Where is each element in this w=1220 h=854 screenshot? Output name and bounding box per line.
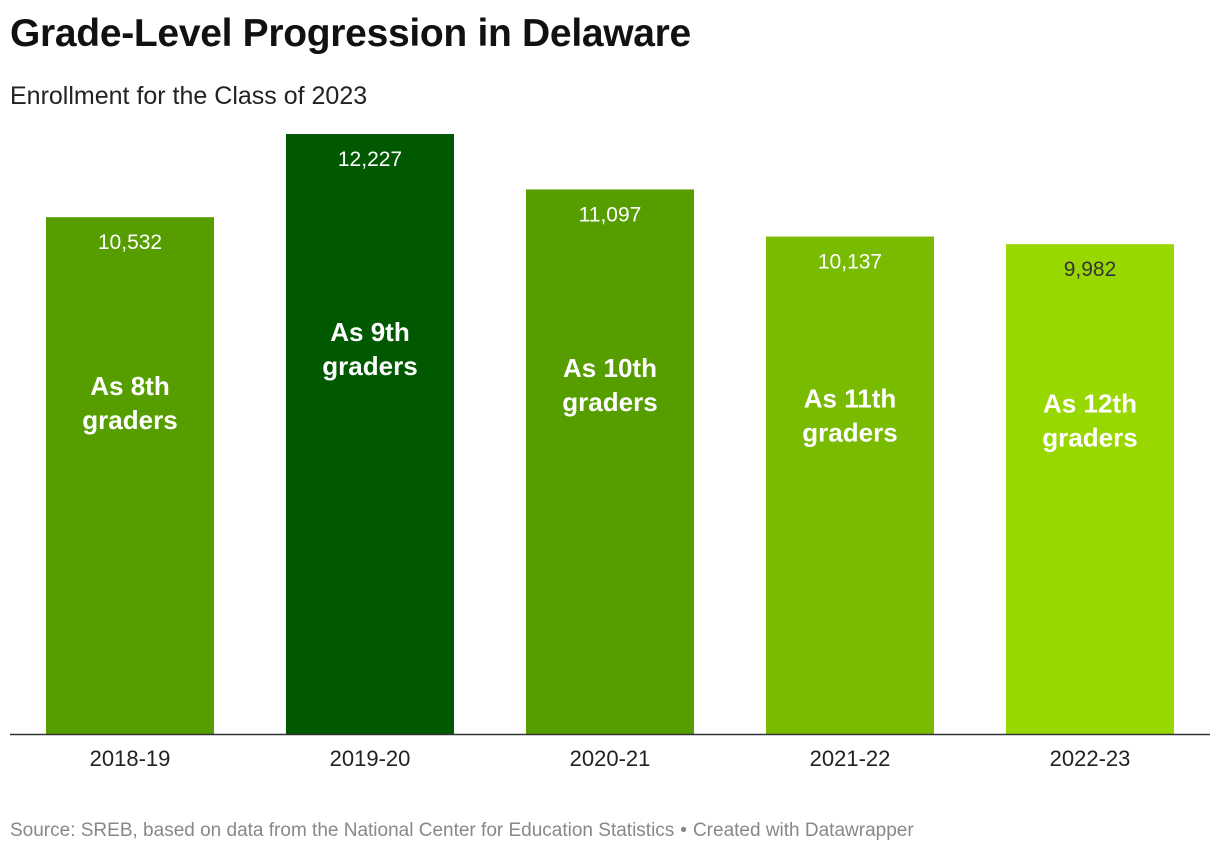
bar-grade-label: As 12th — [1043, 389, 1137, 419]
x-tick-label: 2021-22 — [810, 746, 891, 771]
chart-title: Grade-Level Progression in Delaware — [10, 12, 691, 55]
bar-2021-22 — [766, 236, 934, 734]
value-label: 12,227 — [338, 148, 402, 171]
chart-subtitle: Enrollment for the Class of 2023 — [10, 82, 368, 110]
bar-2018-19 — [46, 217, 214, 734]
x-tick-label: 2018-19 — [90, 746, 171, 771]
value-label: 9,982 — [1064, 258, 1117, 281]
source-text: Source: SREB, based on data from the Nat… — [10, 820, 675, 841]
bar-2020-21 — [526, 189, 694, 734]
x-tick-label: 2022-23 — [1050, 746, 1131, 771]
bars-group: 10,532 As 8th graders 12,227 As 9th graders 11… — [46, 134, 1174, 735]
x-tick-label: 2020-21 — [570, 746, 651, 771]
bar-grade-label: graders — [1042, 423, 1137, 453]
bar-grade-label: graders — [322, 351, 417, 381]
value-label: 10,532 — [98, 231, 162, 254]
bar-grade-label: As 8th — [90, 371, 169, 401]
source-credit: Created with Datawrapper — [692, 820, 914, 841]
source-note: Source: SREB, based on data from the Nat… — [10, 820, 914, 842]
bar-grade-label: graders — [562, 387, 657, 417]
bar-grade-label: As 9th — [330, 317, 409, 347]
x-tick-label: 2019-20 — [330, 746, 411, 771]
value-label: 10,137 — [818, 251, 882, 274]
bar-grade-label: graders — [802, 418, 897, 448]
bar-grade-label: As 10th — [563, 353, 657, 383]
source-separator: • — [680, 820, 687, 841]
bar-2019-20 — [286, 134, 454, 734]
value-label: 11,097 — [579, 203, 642, 226]
bar-grade-label: graders — [82, 405, 177, 435]
bar-2022-23 — [1006, 244, 1174, 735]
bar-chart: 10,532 As 8th graders 12,227 As 9th graders 11… — [10, 134, 1210, 771]
x-tick-labels: 2018-19 2019-20 2020-21 2021-22 2022-23 — [90, 746, 1131, 771]
bar-grade-label: As 11th — [804, 384, 897, 414]
